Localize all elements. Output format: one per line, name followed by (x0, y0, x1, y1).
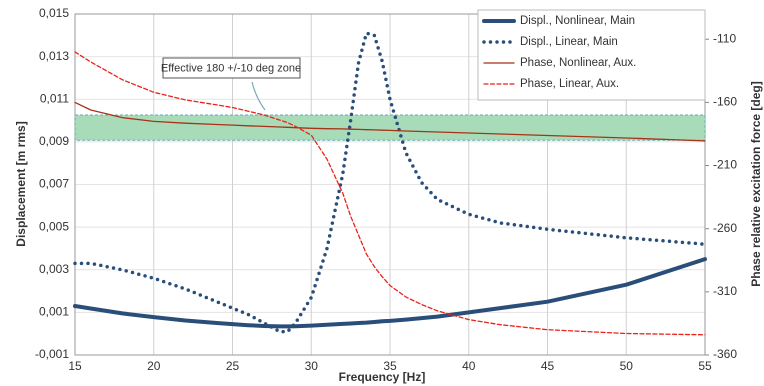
plot-frame (74, 13, 706, 356)
annotation-text: Effective 180 +/-10 deg zone (161, 62, 301, 74)
y-tick-label: 0,007 (39, 177, 69, 191)
x-tick-label: 55 (698, 359, 712, 373)
series-line (73, 31, 707, 334)
legend-label: Phase, Linear, Aux. (520, 78, 619, 90)
annotation-band (74, 114, 706, 141)
legend-label: Phase, Nonlinear, Aux. (520, 57, 636, 69)
series-line (74, 101, 706, 142)
x-tick-label: 30 (305, 359, 319, 373)
x-tick-label: 25 (226, 359, 240, 373)
y-tick-label: 0,009 (39, 134, 69, 148)
y-tick-label: 0,013 (39, 49, 69, 63)
x-tick-label: 20 (147, 359, 161, 373)
annotation-arrow (251, 81, 266, 111)
x-tick-label: 45 (541, 359, 555, 373)
x-tick-label: 15 (68, 359, 82, 373)
x-tick-label: 35 (383, 359, 397, 373)
series-line (74, 51, 706, 336)
legend-label: Displ., Linear, Main (520, 36, 618, 48)
y2-tick-label: -310 (713, 284, 737, 298)
x-axis-title: Frequency [Hz] (339, 370, 426, 384)
annotation-box (162, 57, 301, 79)
legend-box (477, 9, 706, 101)
y2-tick-label: -260 (713, 221, 737, 235)
x-tick-label: 50 (620, 359, 634, 373)
y-tick-label: 0,015 (39, 6, 69, 20)
y2-tick-label: -160 (713, 95, 737, 109)
legend-label: Displ., Nonlinear, Main (520, 15, 635, 27)
y-tick-label: 0,001 (39, 305, 69, 319)
x-tick-label: 40 (462, 359, 476, 373)
y2-tick-label: -110 (713, 31, 736, 45)
y-tick-label: 0,003 (39, 262, 69, 276)
y-axis-title: Displacement [m rms] (14, 121, 28, 246)
series-line (73, 257, 707, 329)
y2-tick-label: -210 (713, 158, 737, 172)
y2-axis-title: Phase relative excitation force [deg] (749, 81, 763, 286)
y-tick-label: 0,011 (40, 91, 69, 105)
y-tick-label: -0,001 (35, 347, 69, 361)
y-tick-label: 0,005 (39, 219, 69, 233)
y2-tick-label: -360 (713, 347, 737, 361)
